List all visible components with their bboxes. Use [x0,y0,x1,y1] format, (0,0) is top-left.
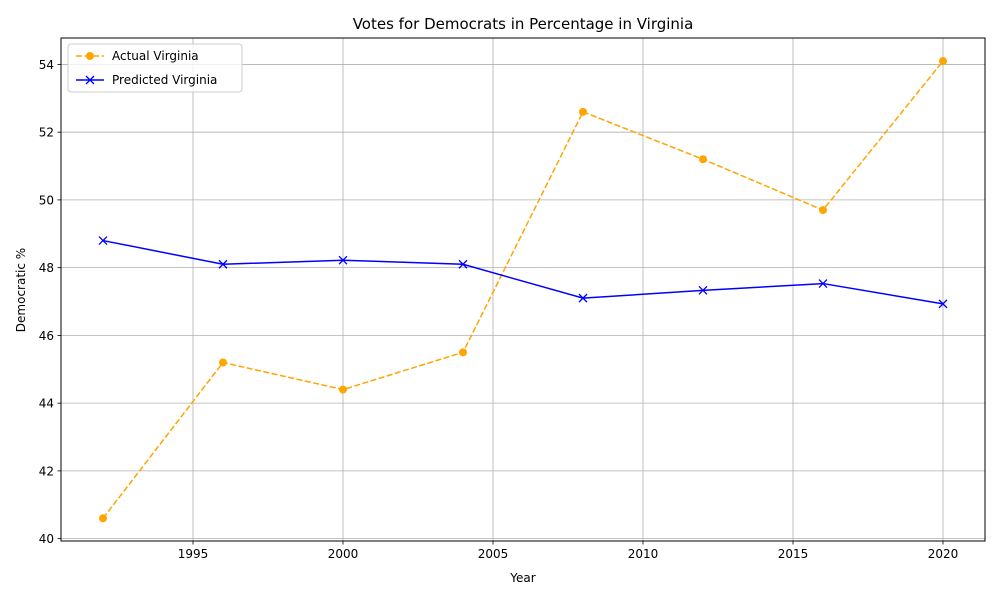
y-tick-label: 54 [39,58,54,72]
legend: Actual Virginia Predicted Virginia [67,43,243,93]
x-tick-label: 2010 [628,547,659,561]
data-point-predicted-virginia [458,259,468,269]
data-point-actual-virginia [99,514,107,523]
data-point-actual-virginia [339,385,347,394]
data-point-actual-virginia [219,358,227,367]
y-axis-label: Democratic % [14,248,28,332]
legend-label-predicted: Predicted Virginia [112,73,217,87]
series-line-predicted-virginia [102,239,944,305]
data-point-predicted-virginia [218,259,228,269]
data-point-actual-virginia [459,348,467,357]
data-point-predicted-virginia [818,279,828,289]
x-axis-label: Year [509,571,535,585]
x-tick-label: 2005 [478,547,509,561]
x-tick-label: 2000 [328,547,359,561]
series [98,57,948,523]
x-tick-label: 1995 [178,547,209,561]
y-tick-label: 48 [39,261,54,275]
x-tick-label: 2015 [778,547,809,561]
data-point-predicted-virginia [98,236,108,246]
data-point-actual-virginia [939,57,947,66]
legend-box [67,43,243,93]
x-tick-label: 2020 [928,547,959,561]
data-point-predicted-virginia [938,299,948,309]
y-tick-label: 44 [39,397,54,411]
data-point-actual-virginia [699,155,707,164]
y-tick-label: 42 [39,464,54,478]
data-point-predicted-virginia [698,285,708,295]
chart-title: Votes for Democrats in Percentage in Vir… [353,15,694,33]
y-tick-label: 50 [39,193,54,207]
data-point-predicted-virginia [578,293,588,303]
series-line-actual-virginia [102,60,944,519]
plot-area-frame [60,37,986,542]
legend-label-actual: Actual Virginia [112,49,199,63]
data-point-predicted-virginia [338,255,348,265]
legend-marker-predicted [85,75,95,85]
data-point-actual-virginia [819,206,827,215]
y-tick-label: 52 [39,126,54,140]
grid [61,38,985,541]
data-point-actual-virginia [579,107,587,116]
axis-ticks: 1995 2000 2005 2010 2015 2020 40 42 44 46 48 50 52 54 [39,58,959,561]
legend-marker-actual [86,52,94,60]
y-tick-label: 40 [39,532,54,546]
y-tick-label: 46 [39,329,54,343]
